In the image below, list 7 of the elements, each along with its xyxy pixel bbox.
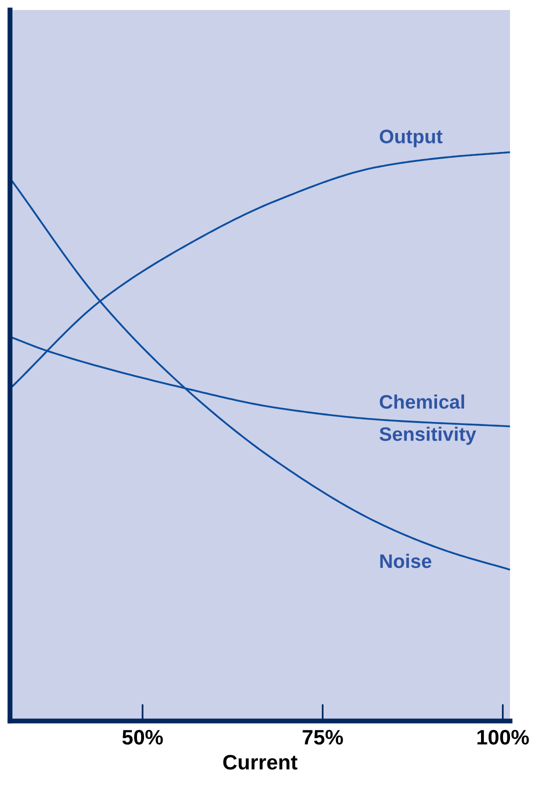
x-tick-label: 50%: [122, 730, 163, 745]
x-tick-label: 75%: [302, 730, 343, 745]
x-tick-label: 100%: [477, 730, 529, 745]
series-label: Chemical Sensitivity: [380, 394, 476, 445]
x-axis-title: Current: [223, 754, 298, 770]
series-label: Output: [380, 130, 442, 148]
series-label: Noise: [380, 554, 432, 568]
